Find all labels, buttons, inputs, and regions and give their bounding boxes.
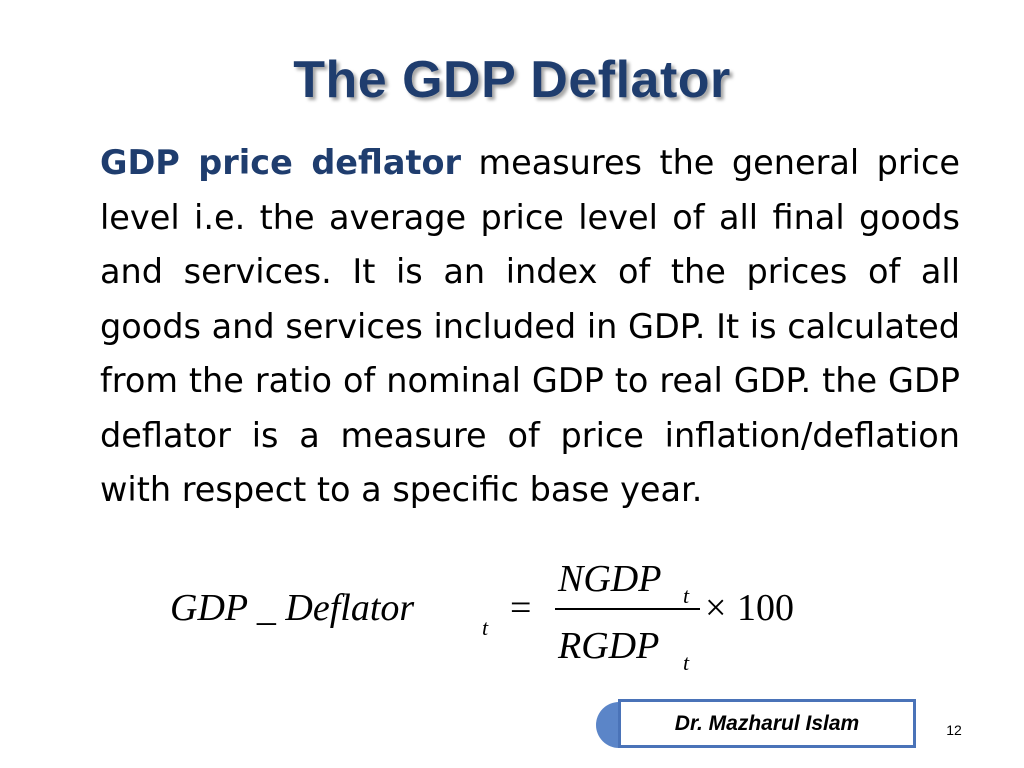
formula-denominator: RGDP [557, 625, 659, 667]
formula-constant: 100 [737, 587, 794, 629]
page-number: 12 [946, 722, 962, 738]
formula-denominator-subscript: t [683, 650, 690, 675]
gdp-deflator-formula: GDP _ Deflator t = NGDP t RGDP t × 100 [160, 545, 840, 685]
formula-numerator: NGDP [557, 558, 661, 600]
formula-svg: GDP _ Deflator t = NGDP t RGDP t × 100 [170, 558, 794, 675]
definition-term: GDP price deflator [100, 143, 462, 182]
author-name: Dr. Mazharul Islam [674, 711, 860, 735]
formula-numerator-subscript: t [683, 583, 690, 608]
formula-lhs: GDP _ Deflator [170, 587, 414, 629]
formula-times: × [705, 587, 726, 629]
formula-lhs-subscript: t [482, 615, 489, 640]
footer-author-box: Dr. Mazharul Islam [618, 699, 916, 748]
slide-title: The GDP Deflator [293, 51, 731, 109]
formula-equals: = [510, 587, 531, 629]
slide-body-text: GDP price deflator measures the general … [100, 136, 960, 518]
definition-text: measures the general price level i.e. th… [100, 143, 960, 509]
